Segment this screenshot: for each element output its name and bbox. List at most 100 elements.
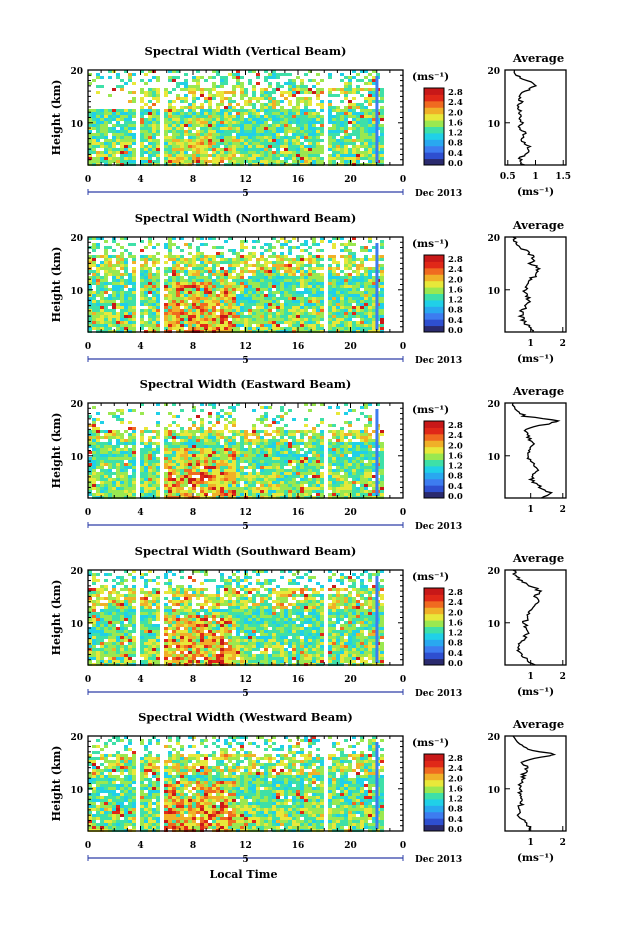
heatmap-cell (380, 264, 384, 267)
heatmap-cell (172, 309, 176, 312)
heatmap-cell (284, 439, 288, 442)
heatmap-cell (252, 291, 256, 294)
heatmap-cell (164, 160, 168, 163)
heatmap-cell (296, 270, 300, 273)
heatmap-cell (288, 112, 292, 115)
heatmap-cell (340, 327, 344, 330)
heatmap-cell (308, 297, 312, 300)
heatmap-cell (124, 481, 128, 484)
heatmap-cell (204, 255, 208, 258)
heatmap-cell (108, 258, 112, 261)
heatmap-cell (176, 445, 180, 448)
heatmap-cell (284, 109, 288, 112)
heatmap-cell (156, 157, 160, 160)
heatmap-cell (92, 460, 96, 463)
heatmap-cell (236, 445, 240, 448)
heatmap-cell (120, 282, 124, 285)
heatmap-cell (188, 88, 192, 91)
heatmap-cell (88, 469, 92, 472)
heatmap-cell (248, 303, 252, 306)
heatmap-cell (200, 442, 204, 445)
heatmap-cell (104, 282, 108, 285)
heatmap-cell (196, 300, 200, 303)
heatmap-cell (312, 127, 316, 130)
heatmap-cells (88, 403, 384, 499)
heatmap-cell (380, 315, 384, 318)
heatmap-cell (88, 415, 92, 418)
heatmap-cell (152, 276, 156, 279)
avg-y-tick-label: 10 (487, 287, 500, 297)
heatmap-cell (288, 481, 292, 484)
heatmap-cell (360, 88, 364, 91)
heatmap-cell (100, 157, 104, 160)
heatmap-cell (380, 321, 384, 324)
heatmap-cell (128, 484, 132, 487)
heatmap-cell (212, 433, 216, 436)
heatmap-cell (352, 151, 356, 154)
heatmap-cell (212, 430, 216, 433)
heatmap-cell (216, 324, 220, 327)
heatmap-cells (88, 70, 384, 166)
heatmap-cell (204, 142, 208, 145)
avg-y-tick-label: 10 (487, 120, 500, 130)
heatmap-cell (96, 270, 100, 273)
heatmap-cell (204, 306, 208, 309)
heatmap-cell (116, 445, 120, 448)
heatmap-cell (144, 490, 148, 493)
heatmap-cell (172, 258, 176, 261)
heatmap-cell (196, 436, 200, 439)
heatmap-cell (236, 463, 240, 466)
heatmap-cell (192, 103, 196, 106)
heatmap-cell (288, 91, 292, 94)
heatmap-cell (184, 472, 188, 475)
heatmap-cell (140, 282, 144, 285)
colorbar-swatch (424, 145, 444, 153)
heatmap-cell (264, 106, 268, 109)
heatmap-cell (276, 88, 280, 91)
heatmap-cell (368, 109, 372, 112)
heatmap-cell (276, 442, 280, 445)
heatmap-cell (112, 88, 116, 91)
heatmap-cell (112, 288, 116, 291)
heatmap-cell (124, 109, 128, 112)
heatmap-cell (264, 109, 268, 112)
heatmap-cell (288, 136, 292, 139)
heatmap-cell (104, 154, 108, 157)
heatmap-cell (276, 82, 280, 85)
heatmap-cell (184, 490, 188, 493)
heatmap-cell (176, 484, 180, 487)
heatmap-cell (88, 136, 92, 139)
heatmap-cell (144, 457, 148, 460)
heatmap-cell (344, 130, 348, 133)
heatmap-cell (128, 154, 132, 157)
heatmap-cell (268, 97, 272, 100)
heatmap-cell (152, 442, 156, 445)
heatmap-cell (192, 276, 196, 279)
heatmap-cell (288, 276, 292, 279)
heatmap-cell (144, 460, 148, 463)
heatmap-cell (108, 481, 112, 484)
heatmap-cell (172, 303, 176, 306)
heatmap-cell (92, 282, 96, 285)
heatmap-cell (144, 148, 148, 151)
heatmap-cell (176, 127, 180, 130)
heatmap-cell (284, 430, 288, 433)
heatmap-cell (192, 445, 196, 448)
heatmap-cell (188, 246, 192, 249)
heatmap-cell (208, 460, 212, 463)
heatmap-cell (288, 312, 292, 315)
heatmap-cell (124, 285, 128, 288)
heatmap-cell (204, 321, 208, 324)
heatmap-cell (152, 246, 156, 249)
heatmap-cell (308, 327, 312, 330)
heatmap-cell (288, 430, 292, 433)
heatmap-cell (132, 318, 136, 321)
heatmap-cell (220, 273, 224, 276)
heatmap-cell (248, 264, 252, 267)
heatmap-cell (352, 279, 356, 282)
heatmap-cell (368, 121, 372, 124)
heatmap-cell (348, 291, 352, 294)
heatmap-cell (200, 118, 204, 121)
heatmap-cell (224, 454, 228, 457)
heatmap-cell (116, 481, 120, 484)
